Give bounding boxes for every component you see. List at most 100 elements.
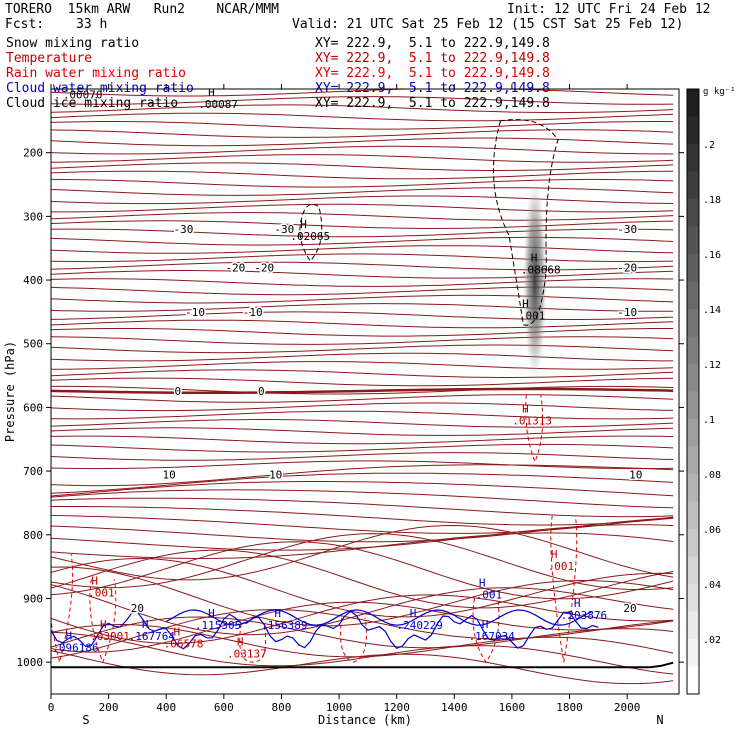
max-label: .03001	[90, 630, 130, 643]
header-model: TORERO 15km ARW Run2 NCAR/MMM	[5, 2, 279, 17]
isotherm-line	[51, 121, 674, 130]
isotherm-line	[51, 89, 674, 97]
isotherm-line	[51, 203, 674, 213]
isotherm-line	[51, 524, 674, 581]
isotherm-line	[51, 557, 674, 618]
colorbar-step	[687, 171, 699, 199]
y-tick-label: 1000	[17, 656, 44, 669]
max-marker: H	[91, 575, 98, 588]
isotherm-line	[51, 369, 674, 378]
max-marker: H	[237, 636, 244, 649]
colorbar-tick-label: .08	[703, 470, 721, 481]
isotherm-line	[51, 303, 674, 312]
isotherm-line	[51, 464, 674, 487]
isotherm-line	[51, 311, 674, 320]
colorbar-step	[687, 226, 699, 254]
isotherm-line	[51, 228, 674, 238]
isotherm-line	[51, 245, 674, 254]
isotherm-line	[51, 294, 674, 304]
isotherm-label: 10	[629, 468, 642, 481]
colorbar-tick-label: .06	[703, 525, 721, 536]
isotherm-line	[51, 286, 674, 296]
field-xy-temperature: XY= 222.9, 5.1 to 222.9,149.8	[315, 51, 550, 66]
x-tick-label: 1600	[499, 701, 526, 714]
isotherm-line	[51, 452, 674, 461]
max-marker: H	[479, 576, 486, 589]
isotherm-line	[51, 601, 674, 653]
isotherm-line	[51, 443, 674, 453]
isotherm-line	[51, 170, 674, 180]
max-label: .203876	[561, 609, 607, 622]
y-tick-label: 400	[23, 274, 43, 287]
isotherm-line	[51, 278, 674, 287]
x-tick-label: 600	[214, 701, 234, 714]
colorbar-step	[687, 639, 699, 667]
max-marker: H	[274, 607, 281, 620]
isotherm-line	[51, 394, 674, 403]
max-label: .001	[476, 588, 503, 601]
isotherm-line	[51, 112, 674, 122]
rain-contour	[51, 553, 74, 663]
isotherm-line	[51, 377, 674, 387]
isotherm-line	[51, 361, 674, 370]
isotherm-line	[51, 328, 674, 337]
isotherm-label: -10	[617, 306, 637, 319]
x-tick-label: 2000	[614, 701, 641, 714]
isotherm-line	[51, 650, 674, 685]
max-marker: H	[522, 298, 529, 311]
isotherm-line	[51, 211, 674, 221]
max-marker: H	[531, 252, 538, 265]
isotherm-line	[51, 549, 674, 609]
colorbar-step	[687, 89, 699, 117]
colorbar-step	[687, 364, 699, 392]
header-init: Init: 12 UTC Fri 24 Feb 12	[507, 2, 711, 17]
isotherm-label: 10	[269, 468, 282, 481]
isotherm-line	[51, 195, 674, 205]
field-name-cloud-ice: Cloud ice mixing ratio	[6, 96, 179, 111]
isotherm-label: -20	[225, 261, 245, 274]
max-marker: H	[410, 607, 417, 620]
isotherm-label: -30	[617, 223, 637, 236]
max-label: .156389	[261, 619, 307, 632]
isotherm-line	[51, 220, 674, 230]
isotherm-label: -20	[254, 261, 274, 274]
isotherm-line	[51, 187, 674, 196]
isotherm-label: -30	[174, 223, 194, 236]
isotherm-line	[51, 532, 674, 560]
max-label: .02065	[290, 230, 330, 243]
max-label: .00070	[63, 89, 103, 102]
isotherm-line	[51, 137, 674, 147]
isotherm-line	[51, 541, 674, 600]
max-label: .08668	[521, 264, 561, 277]
isotherm-label: 20	[623, 602, 636, 615]
isotherm-line	[51, 427, 674, 436]
isotherm-label: 20	[131, 602, 144, 615]
plot-frame	[50, 88, 680, 695]
isotherm-line	[51, 162, 674, 171]
max-marker: H	[208, 86, 215, 99]
x-end-label-right: N	[656, 713, 663, 727]
isotherm-line	[51, 419, 674, 428]
colorbar-step	[687, 116, 699, 144]
y-tick-label: 200	[23, 147, 43, 160]
max-label: .03137	[227, 648, 267, 661]
isotherm-label: -10	[243, 306, 263, 319]
max-label: .115305	[195, 619, 241, 632]
isotherm-line	[51, 270, 674, 279]
max-marker: H	[142, 618, 149, 631]
x-tick-label: 1000	[326, 701, 353, 714]
header-fcst-label: Fcst:	[5, 17, 45, 32]
field-name-temperature: Temperature	[6, 51, 93, 66]
cloud-ice-contour	[493, 119, 559, 326]
cloud-water-contour	[165, 609, 593, 626]
isotherm-line	[51, 631, 674, 675]
colorbar-step	[687, 556, 699, 584]
header-valid: Valid: 21 UTC Sat 25 Feb 12 (15 CST Sat …	[292, 17, 684, 32]
cloud-ice-contour	[299, 203, 323, 262]
colorbar-tick-label: .02	[703, 635, 721, 646]
max-marker: H	[300, 218, 307, 231]
max-label: .240229	[397, 619, 443, 632]
isotherm-line	[51, 154, 674, 163]
isotherm-line	[51, 497, 674, 518]
field-xy-rain: XY= 222.9, 5.1 to 222.9,149.8	[315, 66, 550, 81]
